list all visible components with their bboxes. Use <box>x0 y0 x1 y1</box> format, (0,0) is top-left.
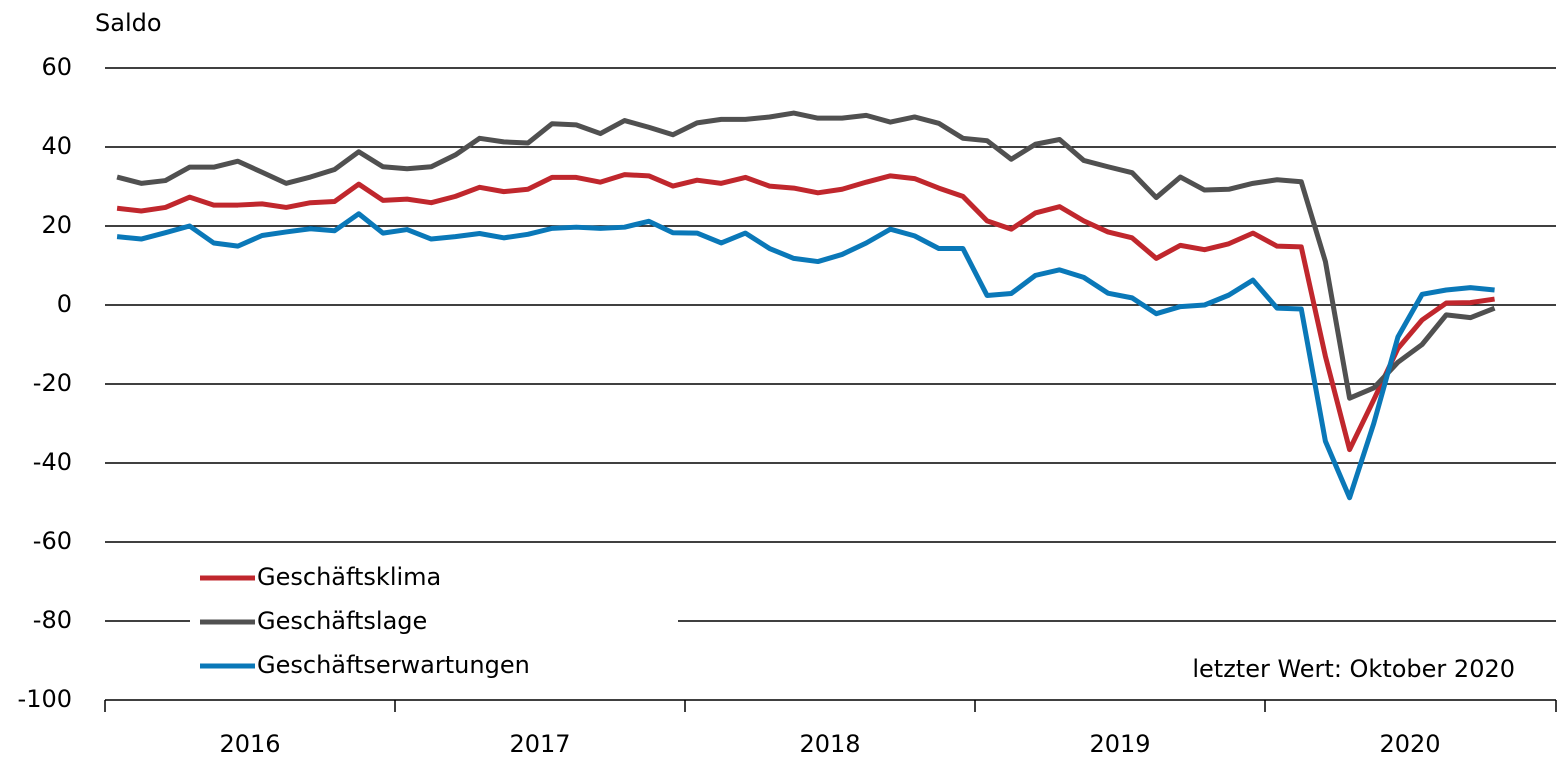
y-tick-label: -20 <box>33 369 72 397</box>
y-tick-label: -40 <box>33 448 72 476</box>
line-series <box>116 110 1496 401</box>
legend-label: Geschäftserwartungen <box>257 651 530 679</box>
y-tick-label: 60 <box>41 53 72 81</box>
x-tick-label: 2018 <box>799 730 860 758</box>
annotation: letzter Wert: Oktober 2020 <box>1192 655 1515 683</box>
line-series <box>116 211 1495 501</box>
x-tick-label: 2017 <box>509 730 570 758</box>
y-tick-label: -80 <box>33 606 72 634</box>
legend-bg <box>190 555 678 690</box>
y-tick-label: 20 <box>41 211 72 239</box>
y-tick-label: 0 <box>57 290 72 318</box>
y-tick-label: -60 <box>33 527 72 555</box>
x-tick-label: 2016 <box>219 730 280 758</box>
y-tick-label: -100 <box>18 685 72 713</box>
y-axis-label: Saldo <box>95 9 162 37</box>
x-tick-label: 2020 <box>1379 730 1440 758</box>
x-tick-label: 2019 <box>1089 730 1150 758</box>
line-series <box>116 172 1495 453</box>
legend-label: Geschäftslage <box>257 607 427 635</box>
legend-label: Geschäftsklima <box>257 563 441 591</box>
y-tick-label: 40 <box>41 132 72 160</box>
